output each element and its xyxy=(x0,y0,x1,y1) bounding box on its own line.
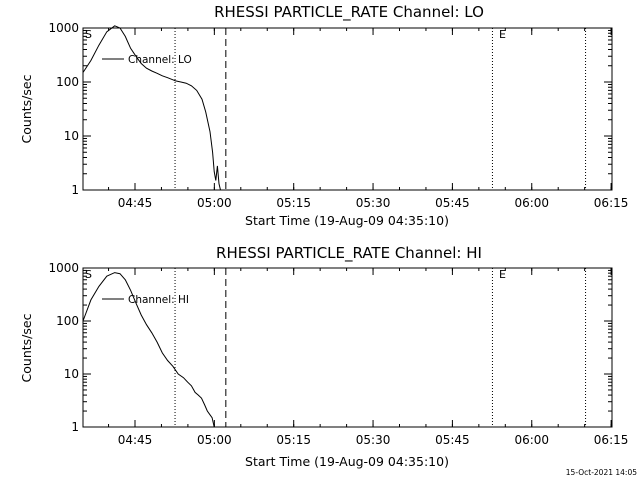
start-marker-label-hi: S xyxy=(85,268,92,281)
x-axis-label-hi: Start Time (19-Aug-09 04:35:10) xyxy=(245,454,449,469)
chart-title-hi: RHESSI PARTICLE_RATE Channel: HI xyxy=(216,244,482,263)
x-tick-label: 06:15 xyxy=(594,196,629,210)
x-tick-label: 05:15 xyxy=(276,433,311,447)
plot-frame-lo xyxy=(82,27,613,191)
x-tick-label: 05:00 xyxy=(197,196,232,210)
x-tick-label: 06:00 xyxy=(514,196,549,210)
x-tick-label: 05:30 xyxy=(356,196,391,210)
timestamp-footer: 15-Oct-2021 14:05 xyxy=(566,468,637,477)
chart-title-lo: RHESSI PARTICLE_RATE Channel: LO xyxy=(214,3,484,22)
end-marker-label-lo: E xyxy=(499,28,506,41)
hi-channel-panel: RHESSI PARTICLE_RATE Channel: HI 04:45 05… xyxy=(19,244,628,469)
y-tick-label: 100 xyxy=(56,314,79,328)
y-axis-label-hi: Counts/sec xyxy=(19,313,34,382)
x-tick-label: 04:45 xyxy=(118,196,153,210)
series-line-hi xyxy=(82,272,215,428)
start-marker-label-lo: S xyxy=(85,28,92,41)
y-tick-label: 1 xyxy=(71,183,79,197)
y-tick-label: 10 xyxy=(64,367,79,381)
x-axis-label-lo: Start Time (19-Aug-09 04:35:10) xyxy=(245,213,449,228)
x-tick-label: 06:15 xyxy=(594,433,629,447)
y-tick-label: 10 xyxy=(64,129,79,143)
x-tick-label: 05:45 xyxy=(435,433,470,447)
plot-frame-hi xyxy=(82,267,613,428)
y-tick-label: 1000 xyxy=(48,21,79,35)
lo-channel-panel: RHESSI PARTICLE_RATE Channel: LO 04:45 05… xyxy=(19,3,628,228)
x-tick-label: 05:00 xyxy=(197,433,232,447)
y-tick-label: 100 xyxy=(56,75,79,89)
x-tick-label: 05:15 xyxy=(276,196,311,210)
x-tick-label: 05:45 xyxy=(435,196,470,210)
end-marker-label-hi: E xyxy=(499,268,506,281)
y-axis-label-lo: Counts/sec xyxy=(19,74,34,143)
legend-label-hi: Channel: HI xyxy=(128,294,189,306)
y-tick-label: 1000 xyxy=(48,261,79,275)
series-line-lo xyxy=(82,25,221,191)
y-tick-label: 1 xyxy=(71,420,79,434)
x-tick-label: 04:45 xyxy=(118,433,153,447)
x-tick-label: 06:00 xyxy=(514,433,549,447)
x-tick-label: 05:30 xyxy=(356,433,391,447)
legend-label-lo: Channel: LO xyxy=(128,54,192,66)
